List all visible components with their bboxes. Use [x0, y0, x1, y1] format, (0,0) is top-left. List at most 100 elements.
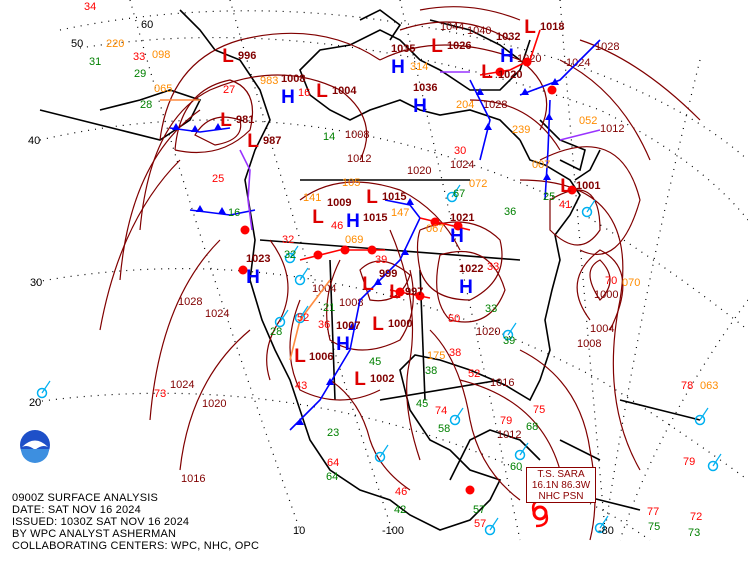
- low-symbol: L: [481, 62, 493, 83]
- wind-barb: [379, 444, 389, 458]
- low-pressure-center: L 1020: [481, 62, 522, 83]
- station-temperature: 32: [282, 234, 294, 246]
- station-circle: [449, 414, 461, 426]
- wind-barb: [489, 517, 499, 531]
- low-pressure-center: L 1004: [316, 81, 357, 102]
- station-dewpoint: 32: [284, 249, 296, 261]
- station-temperature: 78: [681, 380, 693, 392]
- station-temperature: 46: [331, 220, 343, 232]
- wind-barb: [454, 407, 464, 421]
- grid-label: 60: [141, 19, 153, 31]
- isobar-label: 1008: [577, 338, 601, 350]
- isobar-label: 1024: [205, 308, 229, 320]
- coastline: [574, 149, 601, 181]
- pressure-value: 981: [236, 114, 254, 126]
- station-temperature: 46: [395, 486, 407, 498]
- wind-barb: [299, 305, 309, 319]
- cold-front-barb: [401, 248, 409, 255]
- station-pressure: 067: [426, 223, 444, 235]
- warm-front-barb: [453, 221, 463, 231]
- station-temperature: 30: [454, 145, 466, 157]
- low-symbol: L: [560, 176, 572, 197]
- station-temperature: 52: [297, 312, 309, 324]
- pressure-value: 1007: [336, 320, 360, 332]
- station-circle: [581, 206, 593, 218]
- station-dewpoint: 28: [140, 99, 152, 111]
- station-pressure: 069: [345, 234, 363, 246]
- high-pressure-center: H 1007: [336, 320, 360, 355]
- warm-front-barb: [240, 225, 250, 235]
- station-dewpoint: 31: [89, 56, 101, 68]
- warm-front: [479, 29, 541, 76]
- cold-front-barb: [545, 113, 553, 120]
- pressure-value: 1015: [382, 191, 406, 203]
- station-dewpoint: 39: [503, 335, 515, 347]
- station-pressure: 220: [106, 38, 124, 50]
- station-dewpoint: 60: [510, 461, 522, 473]
- station-pressure: 052: [579, 115, 597, 127]
- station-circle: [694, 414, 706, 426]
- analysis-analyst: BY WPC ANALYST ASHERMAN: [12, 528, 177, 540]
- coastline: [179, 9, 581, 531]
- coastline: [559, 439, 601, 461]
- cold-front-barb: [348, 323, 356, 330]
- cold-front-barb: [406, 198, 414, 205]
- isobar-line: [149, 239, 221, 421]
- isobar-label: 1028: [483, 99, 507, 111]
- fronts: [160, 29, 601, 495]
- low-pressure-center: L 1002: [354, 369, 394, 390]
- station-temperature: 38: [449, 347, 461, 359]
- isobar-line: [266, 239, 289, 381]
- cold-front-barb: [296, 418, 304, 425]
- isobar-line: [429, 329, 521, 501]
- station-temperature: 74: [435, 405, 447, 417]
- wind-barb: [41, 380, 51, 394]
- pressure-value: 1023: [246, 253, 270, 265]
- station-temperature: 27: [223, 84, 235, 96]
- isobar-line: [379, 44, 548, 131]
- tropical-storm-symbol: [531, 498, 549, 528]
- ts-name: T.S. SARA: [537, 469, 585, 480]
- pressure-value: 999: [379, 268, 397, 280]
- tropical-storm-label-box: T.S. SARA 16.1N 86.3W NHC PSN: [526, 467, 596, 503]
- isobar-label: 1024: [450, 159, 474, 171]
- low-symbol: L: [366, 187, 378, 208]
- pressure-value: 1032: [496, 31, 520, 43]
- low-symbol: L: [312, 207, 324, 228]
- cold-front-barb: [484, 123, 492, 130]
- cold-front-barb: [172, 123, 180, 130]
- station-temperature: 33: [133, 51, 145, 63]
- grid-label: 20: [29, 397, 41, 409]
- pressure-value: 1036: [413, 82, 437, 94]
- isobar-line: [299, 181, 461, 251]
- station-dewpoint: 29: [134, 68, 146, 80]
- coastline: [449, 429, 541, 481]
- station-dewpoint: 14: [323, 131, 335, 143]
- isobar-line: [416, 221, 503, 301]
- station-pressure: 141: [303, 192, 321, 204]
- station-dewpoint: 28: [270, 326, 282, 338]
- low-symbol: L: [222, 46, 234, 67]
- pressure-value: 1020: [498, 69, 522, 81]
- station-dewpoint: 73: [688, 527, 700, 539]
- wind-barb: [599, 515, 609, 529]
- isobar-label: 1024: [170, 379, 194, 391]
- warm-front-barb: [430, 217, 440, 227]
- station-temperature: 39: [375, 254, 387, 266]
- low-pressure-center: L 987: [247, 131, 281, 152]
- low-pressure-center: L 1006: [294, 346, 333, 367]
- high-pressure-center: H 1021: [450, 212, 474, 247]
- isobar-line: [389, 229, 421, 461]
- cold-front: [289, 199, 421, 431]
- low-pressure-center: L 1018: [524, 17, 564, 38]
- station-pressure: 983: [260, 75, 278, 87]
- high-pressure-center: H 1008: [281, 73, 305, 108]
- isobar-label: 1020: [476, 326, 500, 338]
- station-circle: [36, 387, 48, 399]
- station-pressure: 147: [391, 207, 409, 219]
- station-pressure: 072: [469, 178, 487, 190]
- station-pressure: 007: [532, 159, 550, 171]
- high-pressure-center: H 1036: [413, 82, 437, 117]
